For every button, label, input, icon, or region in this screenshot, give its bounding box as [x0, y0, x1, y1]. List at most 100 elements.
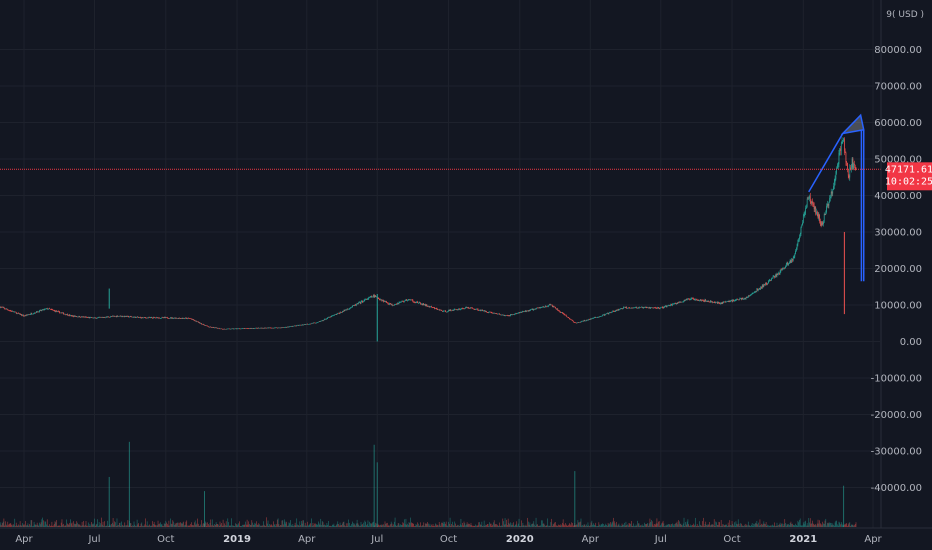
volume-bar [811, 523, 813, 527]
volume-bar [369, 523, 371, 527]
volume-bar [419, 525, 421, 527]
volume-bar [723, 525, 725, 527]
candle-body [235, 328, 237, 330]
candle-body [495, 313, 497, 314]
volume-bar [818, 523, 820, 527]
volume-bar [633, 523, 635, 527]
volume-bar [817, 519, 819, 527]
volume-bar [254, 522, 256, 527]
volume-bar [176, 522, 177, 527]
candle-body [813, 204, 815, 210]
volume-bar [569, 524, 571, 527]
time-axis[interactable]: Apr Jul Oct 2019 Apr Jul Oct 2020 Apr Jul Oct 2021 A… [15, 534, 882, 545]
triangle-drawing[interactable] [840, 113, 865, 135]
candle-body [552, 306, 554, 307]
candle-body [424, 304, 426, 306]
candle-body [738, 299, 740, 301]
volume-bar [636, 525, 638, 527]
volume-bar [451, 524, 452, 527]
candle-body [74, 315, 75, 317]
candle-body [95, 317, 97, 319]
volume-bar [443, 523, 445, 527]
candle-body [118, 316, 119, 317]
volume-bar [833, 525, 835, 527]
candle-body [442, 311, 444, 312]
candle-body [51, 309, 53, 310]
candle-body [247, 328, 249, 329]
volume-bar [567, 525, 569, 527]
volume-bar [132, 525, 134, 527]
candle-body [360, 301, 362, 304]
volume-bar [118, 524, 119, 527]
volume-bar [345, 525, 346, 527]
volume-bar [645, 524, 647, 527]
volume-bar [575, 524, 577, 527]
volume-bar [631, 525, 633, 527]
candle-body [833, 182, 835, 187]
volume-bar [800, 525, 802, 527]
y-tick-label: 20000.00 [874, 264, 922, 275]
volume-bar [737, 519, 739, 527]
candle-body [635, 307, 637, 308]
volume-bar [84, 525, 85, 527]
volume-bar [179, 522, 181, 527]
candle-body [798, 239, 800, 240]
candle-body [697, 300, 699, 301]
candle-body [39, 310, 40, 313]
volume-bar [686, 521, 688, 527]
candle-body [304, 324, 305, 325]
candle-body [111, 316, 113, 317]
volume-bar [153, 523, 154, 527]
candle-body [97, 317, 98, 319]
candle-body [304, 324, 306, 325]
volume-bar [126, 525, 128, 527]
volume-bar [103, 525, 105, 527]
volume-bar [668, 523, 669, 527]
volume-bar [277, 518, 279, 527]
volume-bar [352, 521, 353, 527]
candle-body [740, 298, 741, 299]
volume-bar [335, 525, 336, 527]
volume-bar [215, 524, 216, 527]
drawing-tools[interactable] [808, 113, 865, 282]
candle-body [836, 168, 837, 174]
volume-bar [66, 519, 67, 527]
volume-bar [119, 522, 121, 527]
candle-body [192, 319, 194, 320]
candle-body [739, 298, 741, 300]
volume-bar [691, 525, 693, 527]
volume-bar [376, 523, 377, 527]
volume-bar [44, 521, 46, 527]
candle-body [347, 308, 349, 310]
volume-bar [844, 524, 845, 527]
trendline-drawing[interactable] [808, 133, 844, 193]
volume-bar [47, 525, 49, 527]
volume-bar [296, 518, 298, 527]
candle-body [417, 301, 418, 304]
volume-bar [480, 524, 482, 527]
volume-bar [314, 523, 315, 527]
candle-body [479, 310, 481, 311]
candle-body [711, 301, 713, 303]
candle-body [596, 317, 597, 318]
volume-bar [362, 524, 363, 527]
candle-body [35, 312, 36, 314]
volume-bar [360, 521, 362, 527]
candle-body [2, 307, 4, 308]
candle-body [158, 317, 160, 319]
candle-body [424, 304, 425, 306]
volume-bar [331, 524, 333, 527]
candle-body [232, 328, 234, 330]
volume-bar [602, 523, 604, 527]
candle-body [393, 305, 394, 306]
volume-bar [677, 524, 679, 527]
price-axis[interactable]: 80000.0070000.0060000.0050000.0040000.00… [871, 45, 922, 494]
volume-bar [421, 525, 423, 527]
candle-body [504, 315, 506, 316]
volume-bar [469, 523, 470, 527]
candle-body [637, 307, 638, 309]
volume-bar [338, 524, 339, 527]
volume-bar [702, 521, 703, 527]
volume-bar [128, 525, 129, 527]
